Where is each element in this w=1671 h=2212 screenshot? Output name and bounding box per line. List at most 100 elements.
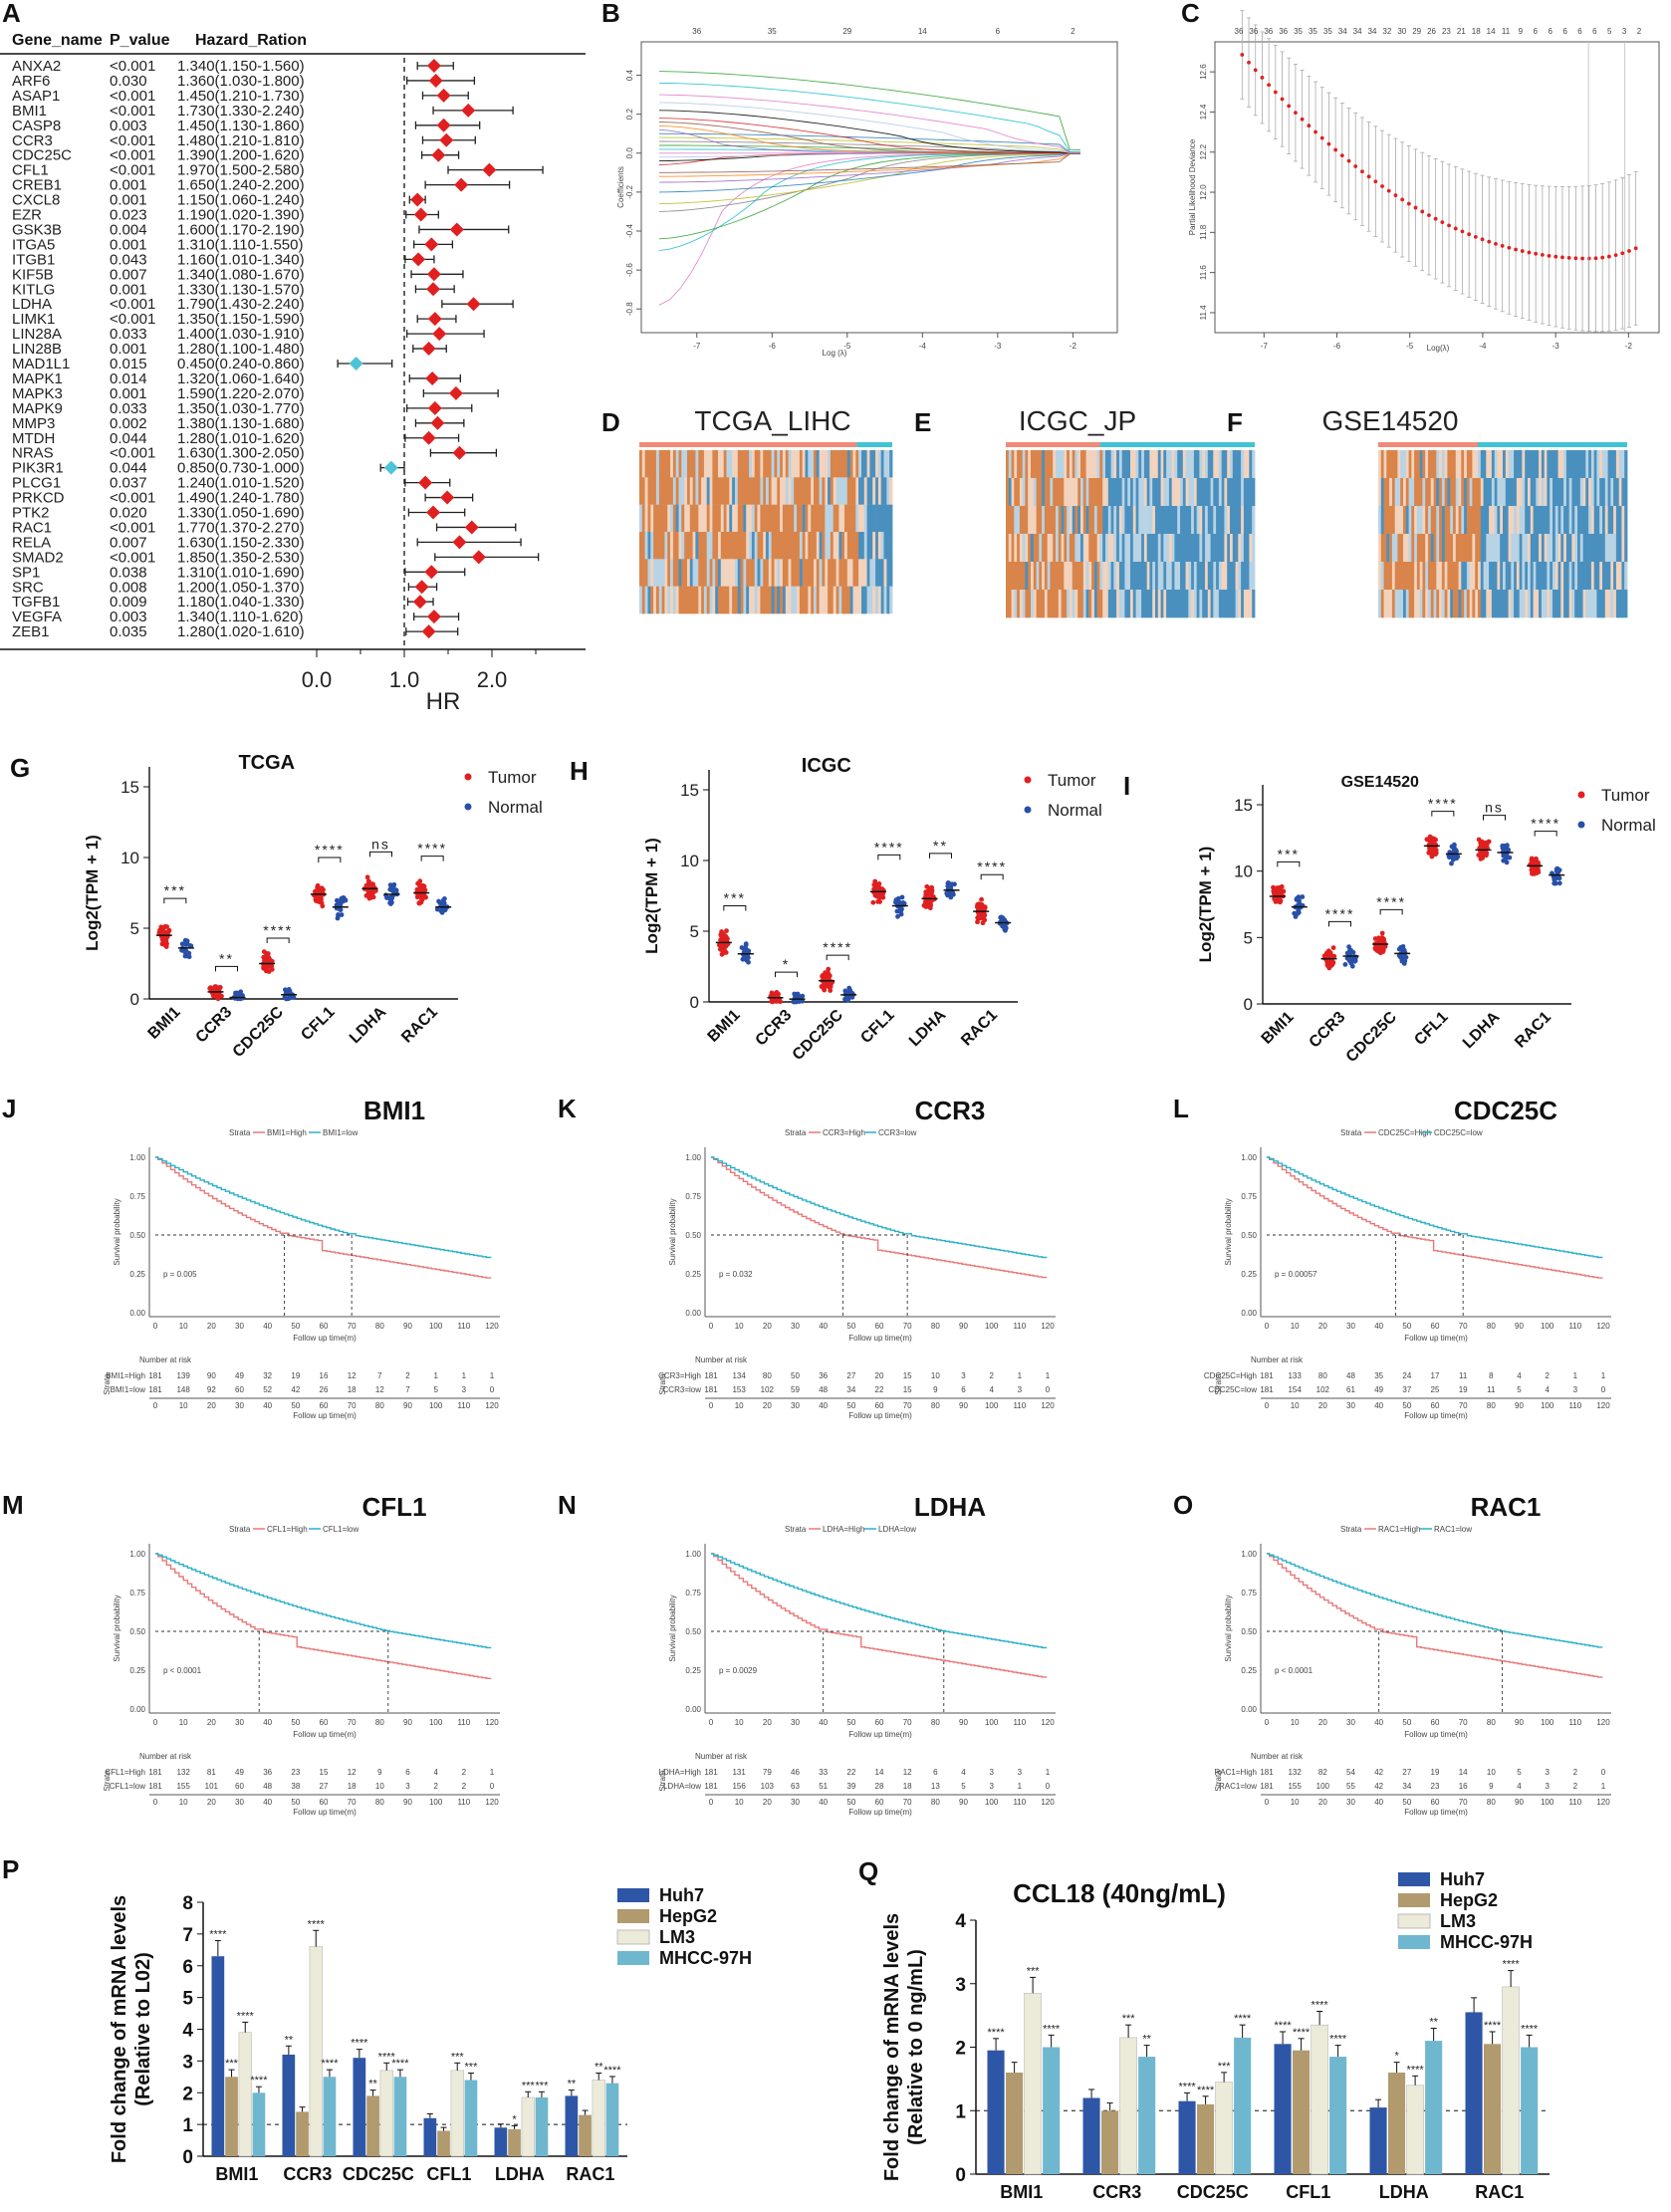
scatter-point [797, 999, 802, 1004]
km-risk-high: 27 [846, 1371, 855, 1380]
heatmap-cell [1602, 450, 1606, 479]
forest-gene: ANXA2 [12, 58, 61, 75]
heatmap-cell [726, 532, 730, 560]
heatmap-cell [1185, 562, 1189, 591]
scatter-legend-marker [464, 803, 472, 811]
forest-pvalue: <0.001 [110, 490, 155, 507]
heatmap-cell [861, 532, 865, 560]
km-ytick: 0.75 [685, 1589, 701, 1598]
heatmap-cell [841, 477, 845, 505]
km-xtick: 120 [1041, 1322, 1055, 1331]
heatmap-cell [822, 532, 826, 560]
heatmap-cell [1067, 506, 1071, 535]
heatmap-cell [644, 532, 648, 560]
heatmap-cell [1447, 506, 1451, 535]
heatmap-cell [684, 559, 688, 587]
heatmap-cell [1588, 506, 1592, 535]
forest-header-hr: Hazard_Ration [195, 32, 307, 49]
scatter-point [792, 991, 798, 997]
heatmap-cell [664, 586, 668, 614]
cv-top-tick: 35 [1309, 27, 1317, 36]
km-xtick: 40 [819, 1322, 828, 1331]
heatmap-cell [1505, 534, 1509, 563]
scatter-point [441, 900, 447, 906]
lasso-path-line [658, 122, 1080, 154]
forest-hr-text: 1.310(1.010-1.690) [177, 564, 305, 581]
heatmap-cell [1563, 562, 1567, 591]
heatmap-cell [1085, 590, 1089, 618]
sig-label: **** [1531, 816, 1560, 832]
km-ytick: 1.00 [129, 1550, 145, 1559]
km-xtick: 60 [875, 1322, 884, 1331]
km-risk-high: 80 [763, 1371, 772, 1380]
heatmap-cell [712, 504, 716, 533]
heatmap-cell [816, 532, 820, 560]
km-risk-high: 5 [1517, 1768, 1522, 1777]
heatmap-cell [1069, 478, 1074, 507]
heatmap-cell [1127, 478, 1131, 507]
heatmap-cell [749, 586, 753, 614]
heatmap-cell [1067, 534, 1071, 563]
km-ytick: 0.25 [129, 1270, 145, 1279]
heatmap-cell [1138, 506, 1142, 535]
km-risk-low: 100 [1316, 1782, 1330, 1791]
heatmap-cell [1478, 506, 1482, 535]
heatmap-cell [1135, 590, 1139, 618]
km-risk-xtick: 110 [1013, 1401, 1026, 1410]
heatmap-cell [794, 504, 798, 533]
heatmap-cell [1419, 534, 1423, 563]
km-risk-high: 1 [1573, 1371, 1578, 1380]
heatmap-cell [780, 532, 784, 560]
km-risk-low: 0 [490, 1385, 495, 1394]
forest-hr-text: 1.150(1.060-1.240) [177, 192, 305, 209]
heatmap-cell [687, 532, 691, 560]
heatmap-cell [1444, 590, 1448, 618]
heatmap-cell [720, 586, 724, 614]
heatmap-cell [880, 450, 884, 478]
forest-hr-text: 1.190(1.020-1.390) [177, 207, 305, 224]
heatmap-cell [797, 450, 801, 478]
heatmap-cell [1472, 534, 1476, 563]
scatter-point [187, 943, 193, 948]
heatmap-cell [1099, 534, 1103, 563]
heatmap-cell [1544, 506, 1548, 535]
heatmap-cell [1539, 590, 1543, 618]
heatmap-cell [1146, 478, 1150, 507]
heatmap-cell [1604, 590, 1608, 618]
heatmap-cell [1491, 562, 1496, 591]
km-risk-low: 2 [1573, 1782, 1578, 1791]
heatmap-cell [1238, 590, 1242, 618]
heatmap-cell [1191, 478, 1195, 507]
km-xtick: 80 [375, 1322, 384, 1331]
cv-point [1339, 153, 1344, 158]
heatmap-cell [1508, 562, 1512, 591]
heatmap-cell [819, 450, 823, 478]
heatmap-cell [822, 450, 826, 478]
km-legend-low: CCR3=low [878, 1128, 917, 1137]
km-risk-low: 26 [320, 1385, 329, 1394]
heatmap-cell [1547, 450, 1551, 479]
heatmap-cell [1155, 590, 1159, 618]
bar-rect [1138, 2057, 1156, 2174]
km-risk-low: 63 [791, 1782, 800, 1791]
heatmap-cell [1014, 534, 1018, 563]
heatmap-cell [1232, 478, 1236, 507]
forest-pvalue: 0.015 [110, 356, 147, 372]
heatmap-cell [1105, 478, 1109, 507]
scatter-point [233, 990, 238, 996]
heatmap-cell [1615, 450, 1620, 479]
km-risk-xtick: 20 [1318, 1798, 1327, 1807]
heatmap-cell [1528, 562, 1532, 591]
km-risk-high: 15 [903, 1371, 912, 1380]
heatmap-cell [1571, 590, 1575, 618]
heatmap-title-tcga: TCGA_LIHC [694, 405, 850, 436]
heatmap-cell [830, 586, 835, 614]
heatmap-normal-bar [1478, 442, 1627, 447]
heatmap-cell [1430, 590, 1434, 618]
forest-gene: MAD1L1 [12, 356, 70, 372]
heatmap-cell [735, 450, 739, 478]
heatmap-cell [1171, 506, 1175, 535]
heatmap-cell [644, 504, 648, 533]
km-risk-label-low: CCR3=low [663, 1385, 702, 1394]
